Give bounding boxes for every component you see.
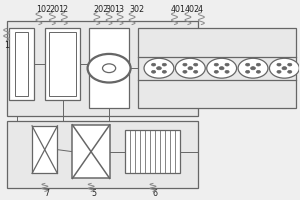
Circle shape (256, 70, 260, 73)
Circle shape (176, 58, 205, 78)
Bar (138, 28, 296, 108)
Text: 401: 401 (171, 5, 186, 14)
Circle shape (277, 70, 281, 73)
Circle shape (225, 70, 229, 73)
Text: 1: 1 (4, 41, 9, 50)
Circle shape (183, 70, 187, 73)
Text: 202: 202 (93, 5, 109, 14)
Circle shape (183, 63, 187, 66)
Bar (49, 32, 76, 96)
Bar (124, 130, 180, 173)
Bar (15, 32, 28, 96)
Circle shape (157, 67, 161, 70)
Circle shape (88, 54, 130, 83)
Circle shape (194, 63, 198, 66)
Bar (9, 28, 34, 100)
Circle shape (162, 63, 167, 66)
Circle shape (152, 70, 156, 73)
Text: 4: 4 (198, 5, 203, 14)
Circle shape (144, 58, 174, 78)
Text: 7: 7 (44, 189, 49, 198)
Circle shape (288, 63, 292, 66)
Bar (7, 121, 198, 188)
Text: 5: 5 (92, 189, 97, 198)
Text: 102: 102 (36, 5, 51, 14)
Circle shape (277, 63, 281, 66)
Bar (89, 28, 129, 108)
Circle shape (214, 63, 218, 66)
Text: 6: 6 (153, 189, 158, 198)
Bar (32, 126, 57, 173)
Text: 402: 402 (184, 5, 200, 14)
Circle shape (256, 63, 260, 66)
Circle shape (214, 70, 218, 73)
Text: 302: 302 (129, 5, 144, 14)
Circle shape (269, 58, 299, 78)
Circle shape (194, 70, 198, 73)
Circle shape (238, 58, 268, 78)
Text: 201: 201 (50, 5, 64, 14)
Circle shape (103, 64, 116, 73)
Text: 2: 2 (62, 5, 67, 14)
Circle shape (207, 58, 237, 78)
Text: 301: 301 (106, 5, 121, 14)
Circle shape (246, 70, 250, 73)
Circle shape (282, 67, 287, 70)
Circle shape (152, 63, 156, 66)
Circle shape (219, 67, 224, 70)
Bar (45, 28, 80, 100)
Circle shape (188, 67, 193, 70)
Bar (7, 21, 198, 116)
Bar (72, 125, 110, 178)
Text: 3: 3 (118, 5, 123, 14)
Circle shape (250, 67, 255, 70)
Circle shape (162, 70, 167, 73)
Circle shape (288, 70, 292, 73)
Circle shape (225, 63, 229, 66)
Circle shape (246, 63, 250, 66)
